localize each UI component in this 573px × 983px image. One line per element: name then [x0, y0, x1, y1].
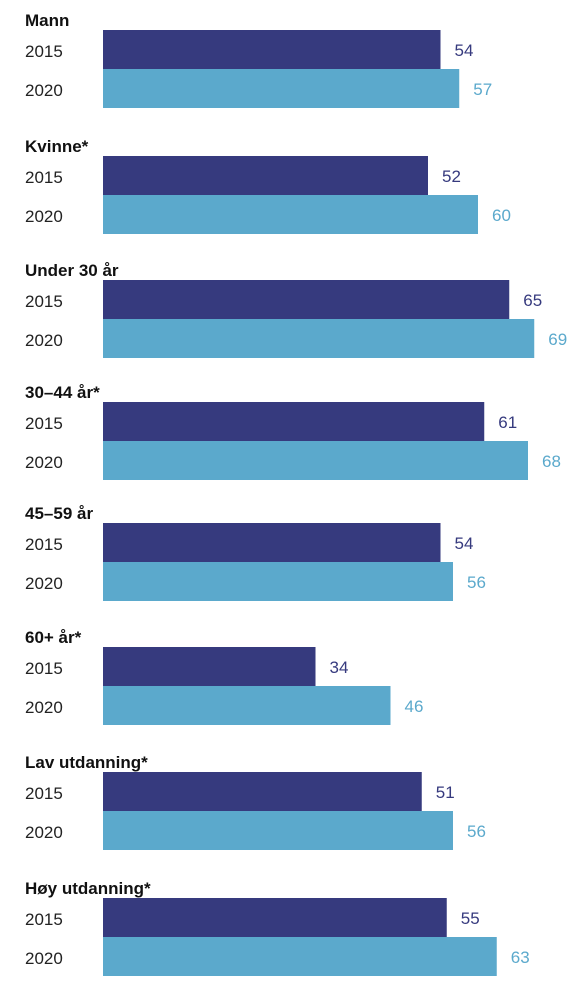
bar-2015 — [103, 523, 441, 562]
group-label: Under 30 år — [25, 261, 119, 280]
bar-2020 — [103, 319, 535, 358]
bar-2020 — [103, 937, 497, 976]
bar-2020 — [103, 195, 478, 234]
value-label: 56 — [467, 573, 486, 592]
series-label: 2020 — [25, 207, 63, 226]
group-label: 30–44 år* — [25, 383, 100, 402]
value-label: 63 — [511, 948, 530, 967]
bar-group: 30–44 år* 2015 61 2020 68 — [25, 383, 561, 480]
bar-group: Kvinne* 2015 52 2020 60 — [25, 137, 511, 234]
value-label: 65 — [523, 291, 542, 310]
bar-2015 — [103, 402, 485, 441]
group-label: 45–59 år — [25, 504, 93, 523]
series-label: 2020 — [25, 698, 63, 717]
chart-groups: Mann 2015 54 2020 57 Kvinne* 2015 52 2020 60 Under… — [25, 11, 567, 976]
series-label: 2015 — [25, 168, 63, 187]
series-label: 2020 — [25, 823, 63, 842]
group-label: 60+ år* — [25, 628, 82, 647]
bar-2020 — [103, 562, 453, 601]
bar-2015 — [103, 156, 428, 195]
bar-group: 60+ år* 2015 34 2020 46 — [25, 628, 423, 725]
series-label: 2020 — [25, 331, 63, 350]
value-label: 34 — [330, 658, 349, 677]
group-label: Mann — [25, 11, 69, 30]
value-label: 52 — [442, 167, 461, 186]
bar-2015 — [103, 772, 422, 811]
series-label: 2015 — [25, 414, 63, 433]
value-label: 61 — [498, 413, 517, 432]
bar-group: 45–59 år 2015 54 2020 56 — [25, 504, 486, 601]
bar-2020 — [103, 686, 391, 725]
bar-2020 — [103, 69, 460, 108]
series-label: 2015 — [25, 659, 63, 678]
bar-2015 — [103, 280, 510, 319]
bar-2020 — [103, 441, 528, 480]
bar-group: Mann 2015 54 2020 57 — [25, 11, 492, 108]
value-label: 54 — [455, 41, 474, 60]
bar-2015 — [103, 647, 316, 686]
value-label: 68 — [542, 452, 561, 471]
group-label: Lav utdanning* — [25, 753, 148, 772]
series-label: 2020 — [25, 81, 63, 100]
value-label: 51 — [436, 783, 455, 802]
series-label: 2015 — [25, 910, 63, 929]
bar-2015 — [103, 898, 447, 937]
series-label: 2020 — [25, 574, 63, 593]
bar-group: Høy utdanning* 2015 55 2020 63 — [25, 879, 530, 976]
bar-group: Lav utdanning* 2015 51 2020 56 — [25, 753, 486, 850]
group-label: Kvinne* — [25, 137, 89, 156]
series-label: 2020 — [25, 453, 63, 472]
value-label: 60 — [492, 206, 511, 225]
value-label: 57 — [473, 80, 492, 99]
bar-2015 — [103, 30, 441, 69]
group-label: Høy utdanning* — [25, 879, 151, 898]
value-label: 46 — [405, 697, 424, 716]
series-label: 2015 — [25, 292, 63, 311]
series-label: 2015 — [25, 784, 63, 803]
bar-group: Under 30 år 2015 65 2020 69 — [25, 261, 567, 358]
value-label: 56 — [467, 822, 486, 841]
bar-2020 — [103, 811, 453, 850]
series-label: 2015 — [25, 535, 63, 554]
value-label: 55 — [461, 909, 480, 928]
series-label: 2020 — [25, 949, 63, 968]
value-label: 54 — [455, 534, 474, 553]
value-label: 69 — [548, 330, 567, 349]
series-label: 2015 — [25, 42, 63, 61]
